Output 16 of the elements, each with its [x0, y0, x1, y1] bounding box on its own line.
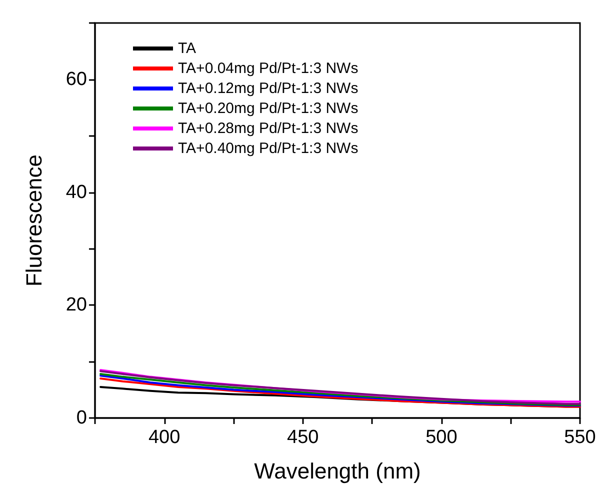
legend-label: TA+0.04mg Pd/Pt-1:3 NWs	[178, 60, 358, 77]
x-tick-label: 500	[426, 427, 458, 448]
legend-label: TA	[178, 40, 196, 57]
y-tick-label: 40	[66, 182, 87, 203]
legend-label: TA+0.20mg Pd/Pt-1:3 NWs	[178, 100, 358, 117]
y-tick-label: 0	[76, 408, 87, 428]
legend-label: TA+0.40mg Pd/Pt-1:3 NWs	[178, 140, 358, 157]
legend-label: TA+0.28mg Pd/Pt-1:3 NWs	[178, 120, 358, 137]
x-axis-title: Wavelength (nm)	[254, 458, 421, 484]
y-axis-title: Fluorescence	[22, 154, 46, 287]
x-tick-label: 400	[148, 427, 180, 448]
y-tick-label: 60	[66, 68, 87, 90]
x-tick-label: 550	[564, 427, 596, 448]
x-tick-label: 450	[287, 427, 319, 448]
y-tick-label: 20	[66, 294, 87, 316]
legend-label: TA+0.12mg Pd/Pt-1:3 NWs	[178, 80, 358, 97]
